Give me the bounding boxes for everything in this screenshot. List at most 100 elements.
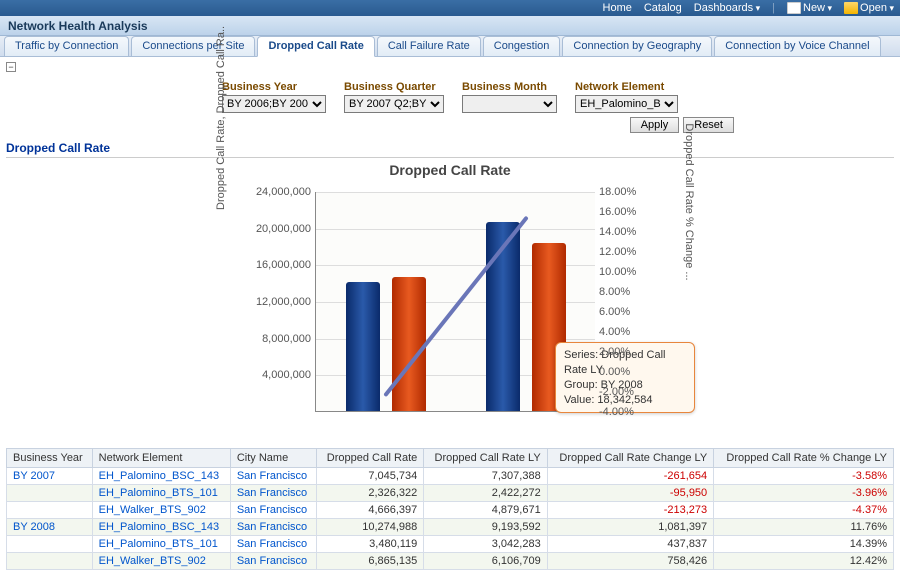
y-left-tick: 8,000,000 [241, 333, 311, 345]
global-nav: Home Catalog Dashboards | New Open [0, 0, 900, 16]
table-row: EH_Walker_BTS_902San Francisco4,666,3974… [7, 502, 894, 519]
tab-connection-by-voice-channel[interactable]: Connection by Voice Channel [714, 36, 880, 56]
y-right-tick: -2.00% [599, 386, 649, 398]
cell: 2,326,322 [317, 485, 424, 502]
cell: 1,081,397 [547, 519, 713, 536]
tab-congestion[interactable]: Congestion [483, 36, 561, 56]
table-row: BY 2008EH_Palomino_BSC_143San Francisco 1… [7, 519, 894, 536]
table-row: EH_Walker_BTS_902San Francisco6,865,1356… [7, 553, 894, 570]
y-axis-left-title: Dropped Call Rate, Dropped Call Ra.. [215, 26, 227, 210]
nav-home[interactable]: Home [603, 2, 632, 14]
page-title: Network Health Analysis [8, 19, 148, 33]
bar-series1[interactable] [486, 222, 520, 411]
nav-open[interactable]: Open [844, 2, 894, 14]
collapse-toggle[interactable]: − [6, 62, 16, 72]
cell[interactable] [7, 502, 93, 519]
col-header[interactable]: Dropped Call Rate LY [424, 449, 547, 468]
tab-dropped-call-rate[interactable]: Dropped Call Rate [257, 36, 374, 57]
cell[interactable]: EH_Palomino_BTS_101 [92, 485, 230, 502]
label-business-year: Business Year [222, 81, 326, 93]
y-right-tick: 4.00% [599, 326, 649, 338]
open-icon [844, 2, 858, 14]
y-right-tick: 16.00% [599, 206, 649, 218]
nav-catalog[interactable]: Catalog [644, 2, 682, 14]
cell[interactable] [7, 485, 93, 502]
title-bar: Network Health Analysis [0, 16, 900, 36]
cell[interactable]: San Francisco [230, 485, 316, 502]
cell: 758,426 [547, 553, 713, 570]
cell: -261,654 [547, 468, 713, 485]
cell[interactable]: San Francisco [230, 553, 316, 570]
filter-bar: Business Year BY 2006;BY 200 Business Qu… [6, 81, 894, 113]
tab-call-failure-rate[interactable]: Call Failure Rate [377, 36, 481, 56]
cell: 3,480,119 [317, 536, 424, 553]
cell[interactable]: EH_Palomino_BSC_143 [92, 519, 230, 536]
col-header[interactable]: Dropped Call Rate % Change LY [714, 449, 894, 468]
cell: 3,042,283 [424, 536, 547, 553]
cell: 11.76% [714, 519, 894, 536]
tab-traffic-by-connection[interactable]: Traffic by Connection [4, 36, 129, 56]
cell[interactable] [7, 553, 93, 570]
y-left-tick: 24,000,000 [241, 186, 311, 198]
bar-series2[interactable] [392, 277, 426, 411]
col-header[interactable]: City Name [230, 449, 316, 468]
cell: 437,837 [547, 536, 713, 553]
col-header[interactable]: Dropped Call Rate [317, 449, 424, 468]
data-table: Business YearNetwork ElementCity NameDro… [6, 448, 894, 570]
cell: 6,865,135 [317, 553, 424, 570]
cell[interactable]: EH_Walker_BTS_902 [92, 553, 230, 570]
cell[interactable]: San Francisco [230, 502, 316, 519]
select-network-element[interactable]: EH_Palomino_B [575, 95, 678, 113]
col-header[interactable]: Business Year [7, 449, 93, 468]
y-left-tick: 4,000,000 [241, 369, 311, 381]
y-right-tick: 18.00% [599, 186, 649, 198]
table-row: EH_Palomino_BTS_101San Francisco3,480,11… [7, 536, 894, 553]
cell[interactable]: EH_Palomino_BSC_143 [92, 468, 230, 485]
select-business-quarter[interactable]: BY 2007 Q2;BY [344, 95, 444, 113]
tab-strip: Traffic by ConnectionConnections per Sit… [0, 36, 900, 57]
y-right-tick: 8.00% [599, 286, 649, 298]
cell[interactable] [7, 536, 93, 553]
cell: 14.39% [714, 536, 894, 553]
nav-new[interactable]: New [787, 2, 832, 14]
chart-plot-area [315, 192, 595, 412]
apply-button[interactable]: Apply [630, 117, 680, 133]
cell[interactable]: San Francisco [230, 468, 316, 485]
col-header[interactable]: Network Element [92, 449, 230, 468]
cell[interactable]: EH_Walker_BTS_902 [92, 502, 230, 519]
cell: 2,422,272 [424, 485, 547, 502]
select-business-year[interactable]: BY 2006;BY 200 [222, 95, 326, 113]
cell: -3.96% [714, 485, 894, 502]
bar-series1[interactable] [346, 282, 380, 411]
y-right-tick: 2.00% [599, 346, 649, 358]
cell[interactable]: EH_Palomino_BTS_101 [92, 536, 230, 553]
section-title: Dropped Call Rate [6, 139, 894, 158]
cell: 7,307,388 [424, 468, 547, 485]
table-row: EH_Palomino_BTS_101San Francisco2,326,32… [7, 485, 894, 502]
cell: 12.42% [714, 553, 894, 570]
y-left-tick: 20,000,000 [241, 223, 311, 235]
cell[interactable]: San Francisco [230, 536, 316, 553]
y-right-tick: 10.00% [599, 266, 649, 278]
cell: -95,950 [547, 485, 713, 502]
y-right-tick: 6.00% [599, 306, 649, 318]
col-header[interactable]: Dropped Call Rate Change LY [547, 449, 713, 468]
dropped-call-rate-chart: Dropped Call Rate Dropped Call Rate, Dro… [205, 162, 695, 442]
cell[interactable]: San Francisco [230, 519, 316, 536]
cell: 4,879,671 [424, 502, 547, 519]
cell: -4.37% [714, 502, 894, 519]
cell: 6,106,709 [424, 553, 547, 570]
chart-title: Dropped Call Rate [205, 162, 695, 178]
cell[interactable]: BY 2007 [7, 468, 93, 485]
label-business-month: Business Month [462, 81, 557, 93]
cell[interactable]: BY 2008 [7, 519, 93, 536]
y-right-tick: 12.00% [599, 246, 649, 258]
nav-dashboards[interactable]: Dashboards [694, 2, 760, 14]
label-business-quarter: Business Quarter [344, 81, 444, 93]
y-axis-right-title: Dropped Call Rate % Change ... [683, 123, 695, 280]
select-business-month[interactable] [462, 95, 557, 113]
cell: 9,193,592 [424, 519, 547, 536]
tab-connection-by-geography[interactable]: Connection by Geography [562, 36, 712, 56]
cell: 4,666,397 [317, 502, 424, 519]
tab-connections-per-site[interactable]: Connections per Site [131, 36, 255, 56]
